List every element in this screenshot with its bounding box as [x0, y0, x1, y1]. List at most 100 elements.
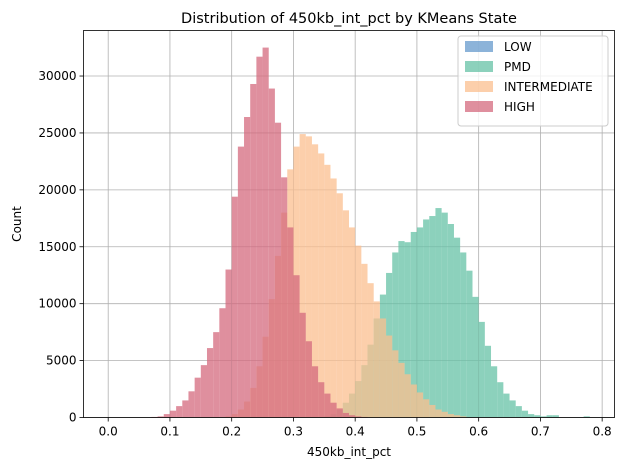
bar [453, 237, 461, 418]
bar [330, 178, 337, 418]
bar [250, 83, 257, 418]
x-axis-label: 450kb_int_pct [307, 445, 391, 459]
legend-swatch-intermediate [465, 81, 493, 92]
bar [435, 208, 442, 418]
bar [231, 196, 238, 418]
bar [324, 164, 331, 418]
legend-label-pmd: PMD [504, 60, 531, 74]
bar [460, 252, 467, 418]
bar [349, 227, 356, 418]
bar [447, 414, 454, 418]
bar [287, 227, 294, 418]
bar [163, 414, 170, 418]
bar [324, 393, 331, 418]
bar [447, 224, 454, 418]
bar [540, 416, 547, 418]
legend-box [457, 35, 609, 127]
bar [521, 410, 529, 418]
bar [336, 193, 343, 418]
bar [503, 393, 510, 418]
bar [311, 144, 319, 418]
y-tick-label: 30000 [38, 69, 76, 83]
bar [355, 416, 362, 418]
x-tick-label: 0.0 [99, 425, 118, 439]
bar [342, 412, 349, 418]
bar [583, 416, 590, 418]
series-high [151, 47, 368, 418]
x-tick-label: 0.7 [531, 425, 550, 439]
bar [244, 117, 251, 418]
bar [318, 382, 325, 418]
bar [398, 241, 405, 418]
bar [404, 242, 411, 418]
bar [478, 321, 485, 418]
bar [182, 400, 189, 418]
bar [398, 362, 405, 418]
bar [534, 415, 541, 418]
bar [373, 301, 380, 418]
y-tick-label: 0 [69, 411, 77, 425]
bar [386, 335, 393, 418]
bar [410, 231, 417, 418]
bar [472, 296, 479, 418]
bar [355, 245, 362, 418]
bar [361, 263, 368, 418]
bar [379, 318, 387, 418]
bar [515, 406, 522, 418]
x-tick-label: 0.8 [593, 425, 612, 439]
bar [305, 136, 312, 418]
bar [435, 409, 442, 418]
bar [429, 404, 436, 418]
bar [367, 283, 374, 418]
bar [404, 374, 411, 418]
histogram-bars [151, 47, 590, 418]
bar [552, 415, 559, 418]
bar [219, 308, 226, 418]
bar [237, 146, 245, 418]
bar [293, 275, 300, 418]
y-axis-label: Count [10, 206, 24, 242]
x-tick-label: 0.4 [346, 425, 365, 439]
bar [392, 350, 399, 418]
bar [256, 56, 263, 418]
legend-label-low: LOW [504, 40, 532, 54]
bar [225, 269, 232, 418]
bar [200, 365, 207, 418]
bar [281, 177, 288, 418]
bar [441, 411, 448, 418]
bar [188, 391, 195, 418]
bar [491, 366, 498, 418]
bar [497, 382, 504, 418]
bar [311, 366, 319, 418]
bar [453, 415, 461, 418]
bar [157, 416, 164, 418]
bar [509, 400, 516, 418]
bar [318, 153, 325, 418]
bar [423, 219, 430, 418]
y-tick-label: 15000 [38, 240, 76, 254]
bar [429, 216, 436, 418]
bar [416, 392, 424, 418]
legend-label-intermediate: INTERMEDIATE [504, 80, 593, 94]
bar [484, 345, 492, 418]
bar [305, 341, 312, 418]
legend-swatch-low [465, 41, 493, 52]
bar [169, 410, 177, 418]
x-tick-label: 0.6 [469, 425, 488, 439]
bar [299, 134, 306, 418]
bar [466, 270, 473, 418]
bar [336, 408, 343, 418]
plot-frame [83, 30, 615, 418]
bar [528, 414, 535, 418]
bar [460, 416, 467, 418]
y-tick-label: 25000 [38, 126, 76, 140]
bar [213, 332, 220, 418]
y-axis-ticks: 0 5000 10000 15000 20000 25000 30000 [38, 69, 84, 425]
x-tick-label: 0.1 [160, 425, 179, 439]
bar [441, 212, 448, 418]
bar [262, 47, 269, 418]
legend: LOW PMD INTERMEDIATE HIGH [457, 35, 609, 127]
x-tick-label: 0.5 [407, 425, 426, 439]
bar [416, 227, 424, 418]
